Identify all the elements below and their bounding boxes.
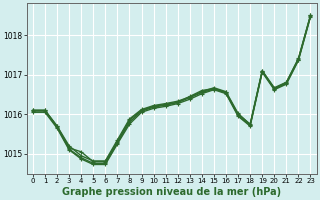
X-axis label: Graphe pression niveau de la mer (hPa): Graphe pression niveau de la mer (hPa) bbox=[62, 187, 281, 197]
